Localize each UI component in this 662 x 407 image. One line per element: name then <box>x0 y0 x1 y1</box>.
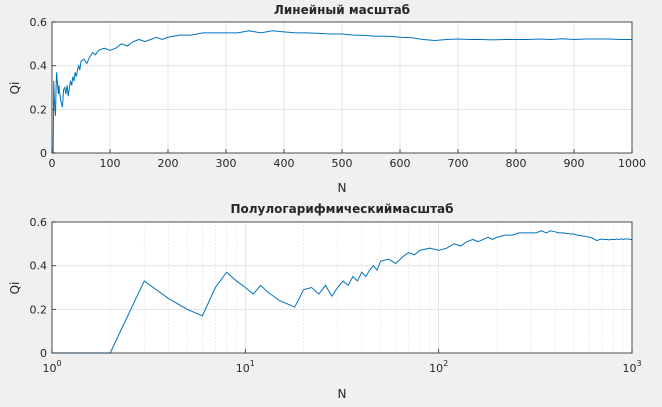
x-tick-label: 600 <box>390 157 411 170</box>
x-tick-label: 103 <box>622 359 641 375</box>
linear-scale-plot: Линейный масштаб 0 100 200 300 400 500 600 700 8… <box>8 3 646 195</box>
y-tick-label: 0.4 <box>30 260 48 273</box>
x-tick-label: 400 <box>274 157 295 170</box>
x-tick-label: 900 <box>564 157 585 170</box>
linear-plot-title: Линейный масштаб <box>274 3 410 17</box>
y-tick-label: 0.2 <box>30 103 48 116</box>
y-tick-label: 0.2 <box>30 303 48 316</box>
x-tick-exponent: 0 <box>56 359 61 368</box>
y-tick-label: 0.4 <box>30 60 48 73</box>
x-tick-label: 102 <box>429 359 448 375</box>
x-tick-exponent: 3 <box>636 359 641 368</box>
y-tick-label: 0.6 <box>30 16 48 29</box>
x-tick-exponent: 1 <box>250 359 255 368</box>
semilog-y-axis-label: Qi <box>8 282 22 295</box>
linear-series-line <box>52 30 632 154</box>
linear-plot-frame <box>51 21 633 154</box>
x-tick-label: 1000 <box>618 157 646 170</box>
y-tick-label: 0 <box>40 147 47 160</box>
linear-x-axis-label: N <box>338 181 347 195</box>
semilog-plot-frame <box>51 221 633 354</box>
y-tick-label: 0 <box>40 347 47 360</box>
x-tick-label: 800 <box>506 157 527 170</box>
semilog-x-axis-label: N <box>338 387 347 401</box>
x-tick-label: 300 <box>216 157 237 170</box>
linear-gridlines <box>51 21 633 154</box>
linear-y-axis-label: Qi <box>8 82 22 95</box>
x-tick-label: 101 <box>236 359 255 375</box>
semilog-plot-area <box>52 222 632 353</box>
x-tick-label: 200 <box>158 157 179 170</box>
x-tick-exponent: 2 <box>443 359 448 368</box>
semilog-plot-title: Полулогарифмическиймасштаб <box>230 202 453 216</box>
x-tick-label: 0 <box>49 157 56 170</box>
x-tick-label: 100 <box>42 359 61 375</box>
x-tick-label: 500 <box>332 157 353 170</box>
y-tick-label: 0.6 <box>30 216 48 229</box>
x-tick-label: 100 <box>100 157 121 170</box>
semilog-series-line <box>52 230 632 354</box>
x-tick-label: 700 <box>448 157 469 170</box>
semilog-scale-plot: Полулогарифмическиймасштаб 100 101 102 1030… <box>8 202 642 401</box>
linear-tick-labels: 0 100 200 300 400 500 600 700 800 900 1000 0 0.2 0.4 0… <box>30 16 647 170</box>
